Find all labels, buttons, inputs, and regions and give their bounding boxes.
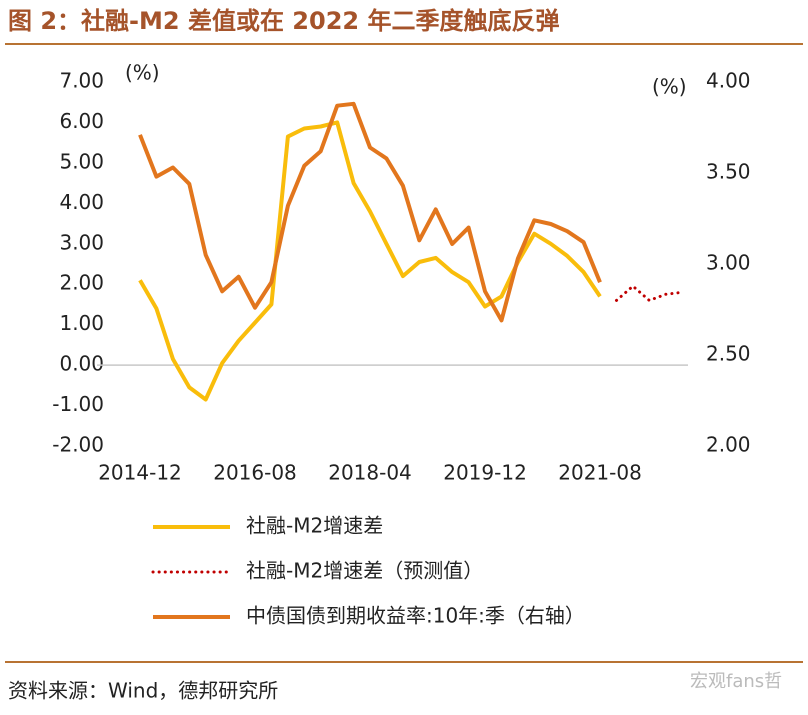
y-unit: (%)	[125, 61, 160, 85]
y2-unit: (%)	[652, 75, 687, 99]
y2-tick-label: 3.00	[706, 251, 751, 275]
y-tick-label: 7.00	[59, 69, 104, 93]
y2-tick-label: 4.00	[706, 69, 751, 93]
y-tick-label: 2.00	[59, 271, 104, 295]
series-line	[615, 284, 684, 302]
y2-tick-label: 3.50	[706, 160, 751, 184]
y-tick-label: -1.00	[52, 392, 104, 416]
x-tick-label: 2018-04	[328, 461, 412, 485]
x-tick-label: 2016-08	[213, 461, 297, 485]
source: 资料来源：Wind，德邦研究所	[8, 679, 278, 703]
legend-label: 社融-M2增速差（预测值）	[246, 559, 483, 583]
series-line	[138, 120, 602, 402]
watermark: 宏观fans哲	[690, 671, 782, 692]
y-tick-label: 1.00	[59, 311, 104, 335]
series-line	[138, 101, 602, 323]
chart-title: 图 2：社融-M2 差值或在 2022 年二季度触底反弹	[8, 7, 559, 35]
legend-label: 社融-M2增速差	[246, 514, 383, 538]
y-tick-label: 4.00	[59, 190, 104, 214]
x-tick-label: 2019-12	[443, 461, 527, 485]
y2-tick-label: 2.50	[706, 342, 751, 366]
x-tick-label: 2014-12	[98, 461, 182, 485]
y-tick-label: -2.00	[52, 433, 104, 457]
y-tick-label: 6.00	[59, 109, 104, 133]
y2-tick-label: 2.00	[706, 433, 751, 457]
legend-label: 中债国债到期收益率:10年:季（右轴）	[246, 604, 585, 628]
y-tick-label: 0.00	[59, 352, 104, 376]
y-tick-label: 3.00	[59, 230, 104, 254]
x-tick-label: 2021-08	[558, 461, 642, 485]
y-tick-label: 5.00	[59, 149, 104, 173]
